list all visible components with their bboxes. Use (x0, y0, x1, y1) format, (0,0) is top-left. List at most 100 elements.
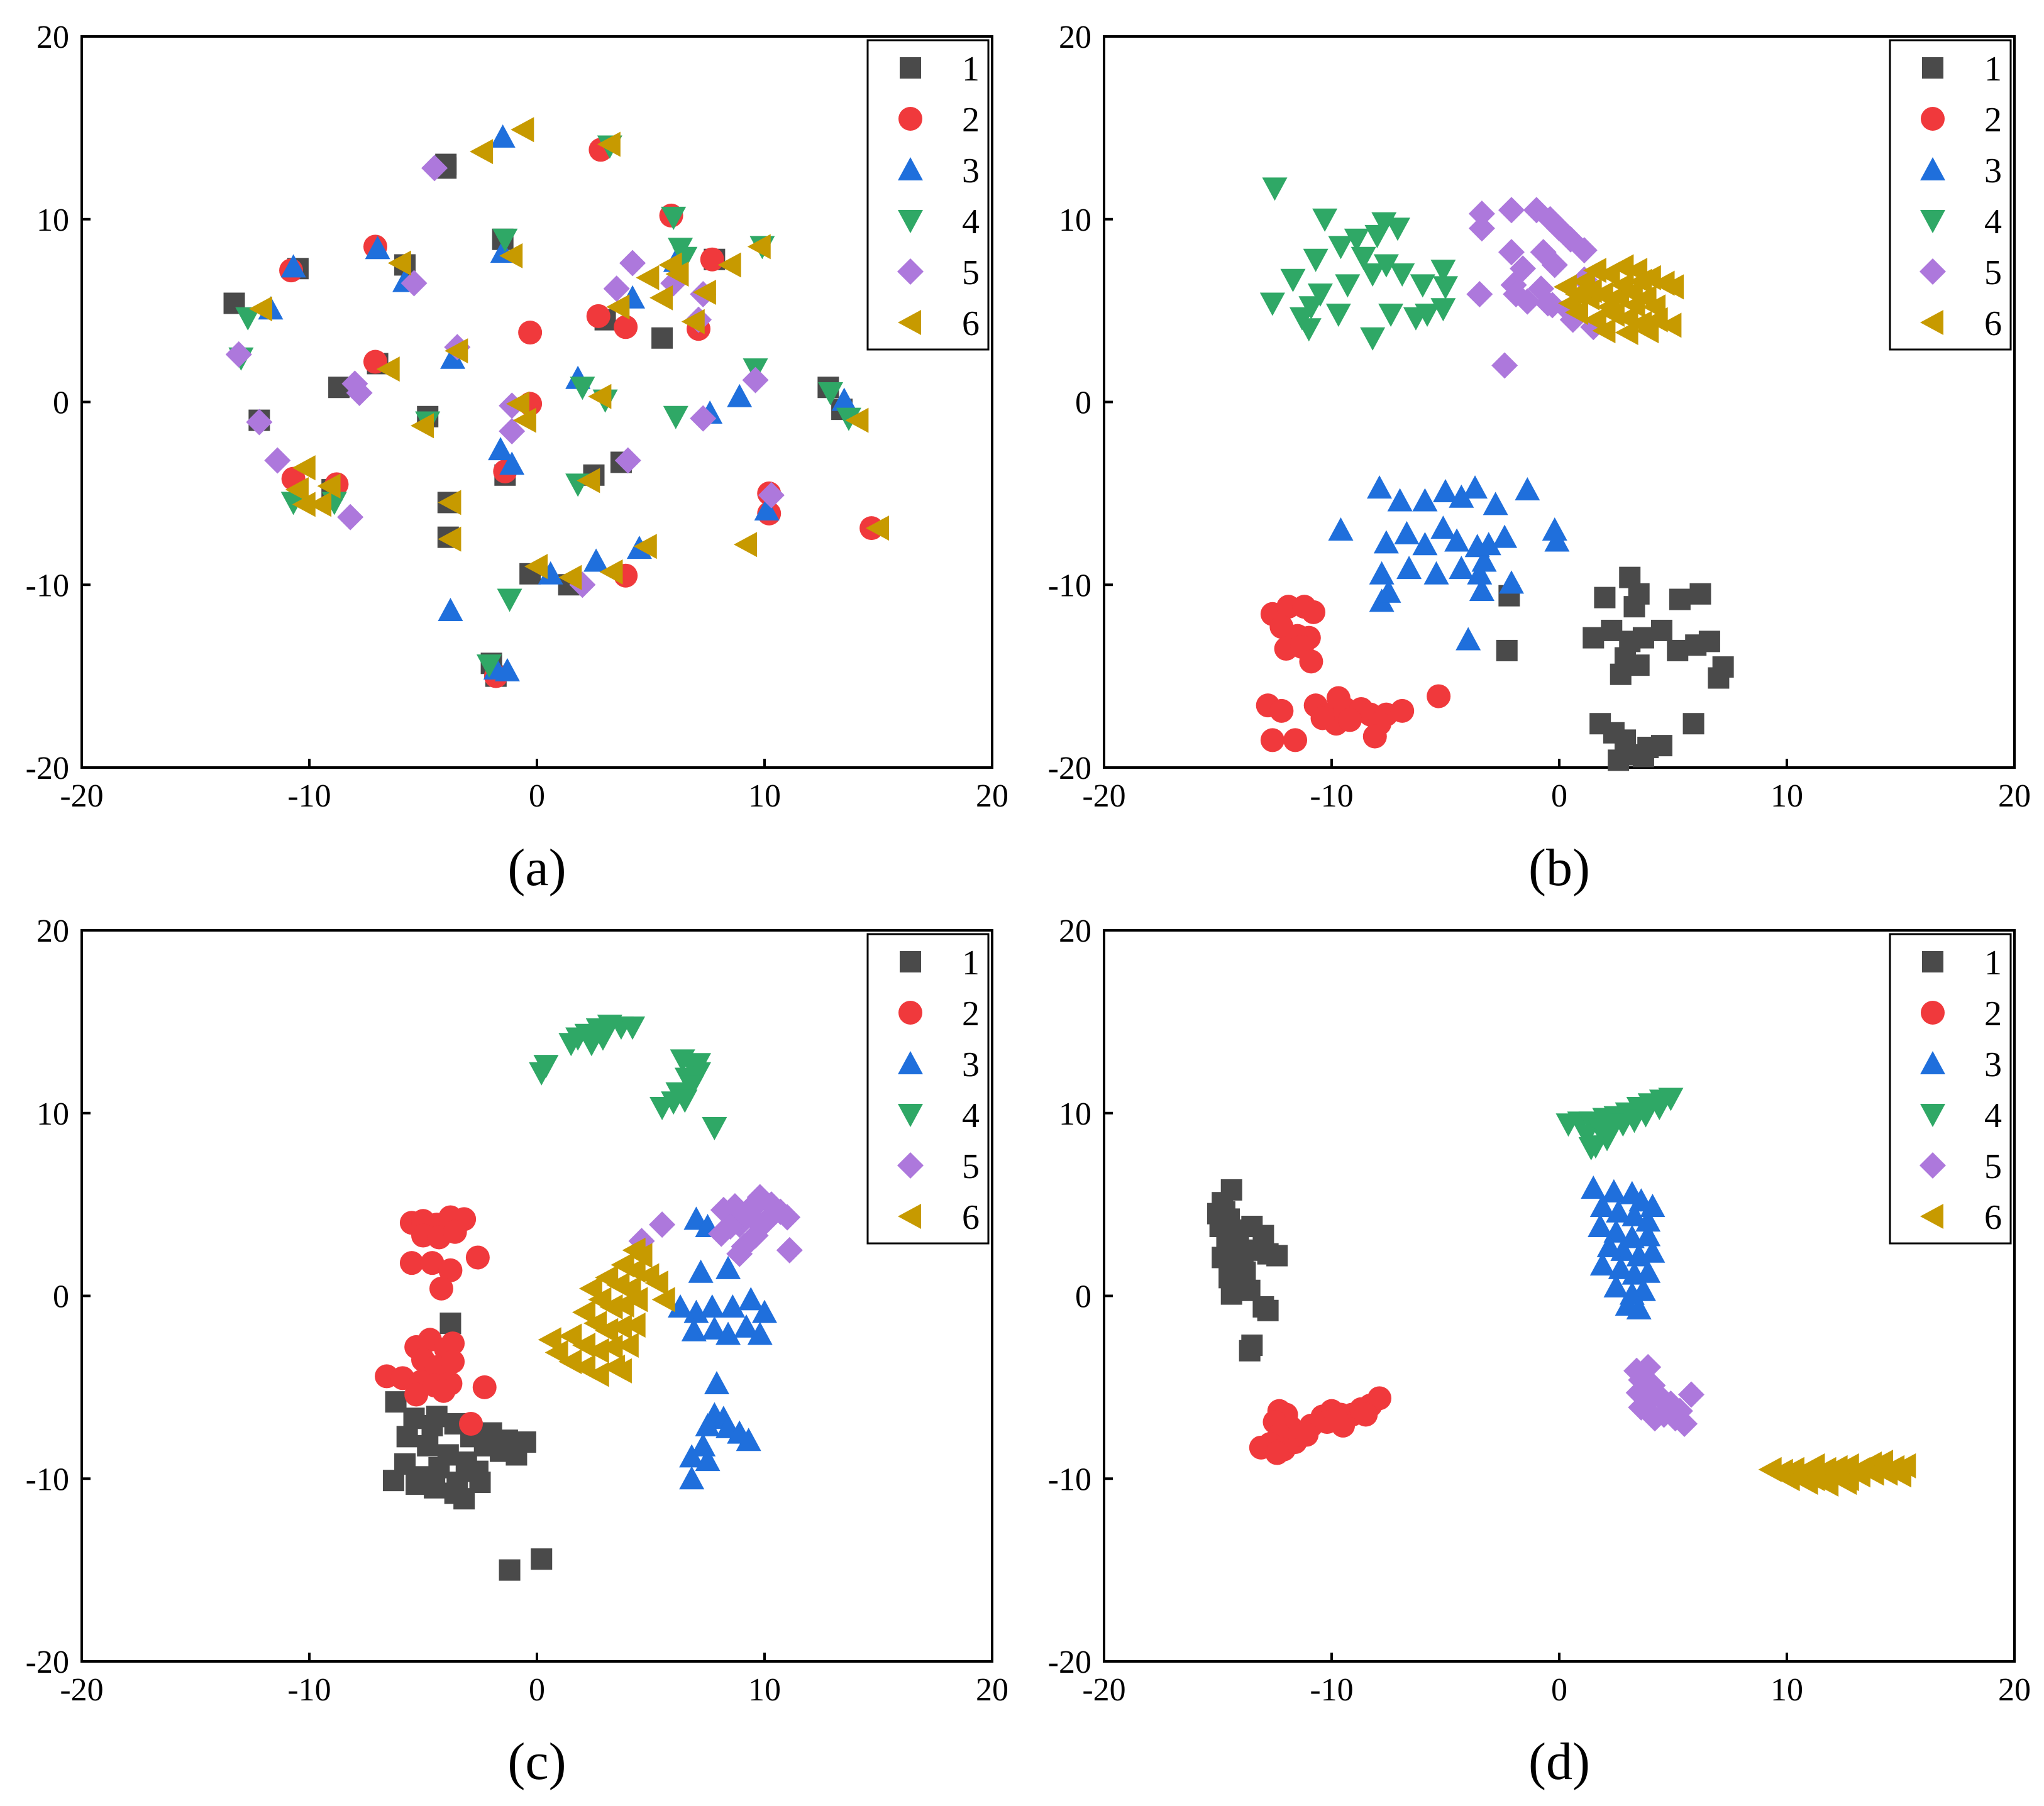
scatter-point-series-1 (1650, 735, 1672, 757)
y-tick-label: -20 (1048, 751, 1091, 786)
scatter-point-series-1 (1213, 1201, 1235, 1223)
scatter-point-series-3 (1626, 1296, 1652, 1319)
scatter-point-series-6 (1860, 1460, 1884, 1486)
legend-label-series-6: 6 (962, 304, 980, 343)
scatter-point-series-5 (1468, 201, 1495, 228)
panel-caption: (a) (507, 839, 566, 897)
legend: 1 2 3 4 5 6 (1889, 39, 2012, 351)
scatter-point-series-3 (695, 1448, 721, 1472)
scatter-point-series-6 (1628, 268, 1652, 294)
axis-ticks: -20 -10 0 10 20 -20 -10 0 10 20 (26, 19, 1008, 814)
legend-marker-series-1 (900, 57, 921, 79)
scatter-point-series-6 (681, 309, 705, 334)
scatter-point-series-6 (1758, 1456, 1782, 1482)
legend-label-series-4: 4 (1984, 202, 2002, 241)
scatter-point-series-2 (472, 1375, 497, 1399)
scatter-point-series-6 (1888, 1462, 1911, 1488)
scatter-point-series-6 (572, 1299, 596, 1325)
scatter-point-series-2 (1301, 600, 1326, 624)
scatter-point-series-5 (1677, 1381, 1704, 1408)
scatter-point-series-1 (1257, 1299, 1279, 1321)
scatter-point-series-3 (499, 451, 525, 475)
scatter-point-series-1 (1650, 619, 1672, 641)
scatter-point-series-1 (1689, 583, 1711, 605)
panel-caption: (d) (1528, 1732, 1590, 1791)
scatter-points (1256, 177, 1734, 771)
scatter-point-series-3 (695, 1412, 721, 1436)
scatter-point-series-6 (585, 1338, 609, 1363)
scatter-point-series-6 (1776, 1466, 1800, 1492)
scatter-point-series-5 (760, 1200, 787, 1227)
legend-label-series-1: 1 (962, 50, 980, 89)
scatter-point-series-1 (1632, 746, 1654, 768)
scatter-point-series-3 (736, 1428, 761, 1451)
x-tick-label: 0 (529, 778, 545, 814)
scatter-point-series-4 (533, 1055, 559, 1079)
y-tick-label: -20 (26, 751, 69, 786)
y-tick-label: 10 (1059, 1096, 1091, 1132)
scatter-point-series-2 (441, 1350, 465, 1374)
scatter-point-series-3 (1608, 1255, 1633, 1279)
scatter-point-series-3 (679, 1466, 705, 1490)
scatter-point-series-6 (376, 356, 400, 382)
scatter-point-series-1 (469, 1472, 491, 1494)
scatter-point-series-3 (1621, 1203, 1647, 1226)
scatter-point-series-3 (1369, 561, 1395, 585)
x-tick-label: 10 (1771, 1672, 1803, 1708)
scatter-point-series-1 (1667, 639, 1689, 661)
scatter-point-series-5 (776, 1236, 803, 1264)
scatter-point-series-3 (1542, 517, 1567, 541)
scatter-point-series-4 (1384, 217, 1410, 241)
scatter-point-series-6 (512, 407, 536, 433)
scatter-point-series-4 (1594, 1128, 1620, 1152)
scatter-point-series-3 (1515, 477, 1540, 501)
scatter-point-series-4 (1373, 254, 1399, 278)
legend-marker-series-2 (898, 107, 922, 131)
scatter-points (1207, 1087, 1916, 1497)
legend-frame (866, 933, 990, 1245)
scatter-point-series-5 (758, 482, 785, 509)
scatter-point-series-6 (599, 1334, 623, 1360)
scatter-point-series-3 (1630, 1277, 1656, 1301)
scatter-point-series-3 (1412, 488, 1438, 512)
scatter-point-series-4 (661, 206, 687, 230)
scatter-point-series-5 (708, 1220, 735, 1247)
scatter-point-series-6 (1610, 272, 1634, 298)
scatter-point-series-2 (1324, 1406, 1349, 1431)
scatter-point-series-3 (752, 1299, 777, 1323)
legend-marker-series-6 (1920, 1204, 1943, 1229)
scatter-point-series-6 (1794, 1470, 1818, 1495)
legend-label-series-3: 3 (1984, 1045, 2002, 1084)
scatter-points (375, 1015, 803, 1581)
x-tick-label: -20 (60, 778, 103, 814)
legend-marker-series-3 (898, 157, 923, 180)
scatter-point-series-3 (734, 1314, 760, 1338)
scatter-point-series-6 (1583, 307, 1606, 333)
legend-marker-series-5 (1920, 1152, 1946, 1179)
scatter-point-series-4 (1262, 177, 1288, 201)
scatter-point-series-5 (1655, 1396, 1682, 1423)
legend-frame (1889, 39, 2012, 351)
scatter-point-series-3 (1635, 1223, 1661, 1247)
scatter-point-series-3 (1396, 556, 1422, 580)
legend-marker-series-4 (1920, 210, 1945, 233)
scatter-point-series-6 (599, 1294, 623, 1319)
scatter-point-series-6 (1815, 1471, 1839, 1497)
scatter-point-series-6 (1615, 320, 1638, 346)
scatter-point-series-6 (606, 294, 630, 320)
scatter-point-series-5 (499, 418, 526, 445)
y-tick-label: 0 (1075, 1279, 1091, 1315)
scatter-point-series-6 (1592, 318, 1616, 344)
scatter-point-series-3 (1603, 1274, 1629, 1297)
scatter-point-series-5 (401, 270, 428, 297)
scatter-point-series-6 (588, 383, 612, 409)
scatter-point-series-3 (1430, 515, 1456, 539)
scatter-point-series-4 (1415, 303, 1440, 327)
y-tick-label: -20 (1048, 1644, 1091, 1680)
scatter-point-series-6 (615, 1333, 639, 1358)
scatter-point-series-3 (583, 548, 609, 572)
scatter-point-series-4 (672, 246, 698, 270)
legend-label-series-2: 2 (1984, 101, 2002, 140)
scatter-point-series-6 (845, 407, 869, 433)
scatter-point-series-3 (1367, 475, 1393, 499)
